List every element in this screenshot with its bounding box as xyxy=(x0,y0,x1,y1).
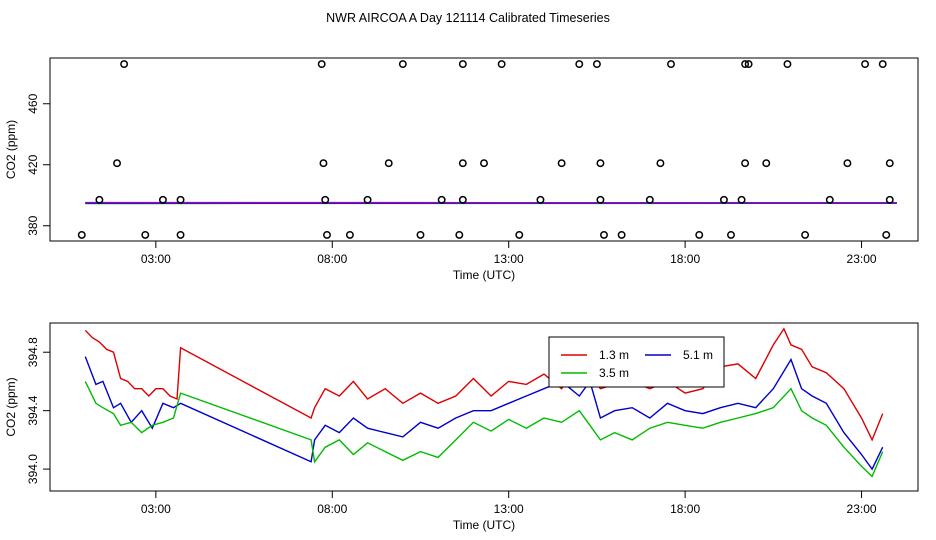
outlier-point xyxy=(861,60,870,69)
outlier-point xyxy=(783,60,792,69)
outlier-point xyxy=(727,230,735,239)
outlier-point xyxy=(617,230,626,239)
outlier-point xyxy=(158,195,167,204)
outlier-point xyxy=(600,230,608,239)
outlier-point xyxy=(437,195,446,204)
outlier-point xyxy=(323,230,331,239)
outlier-point xyxy=(480,159,488,168)
outlier-point xyxy=(95,195,104,204)
outlier-point xyxy=(319,159,328,168)
plot-frame xyxy=(49,57,919,242)
outlier-point xyxy=(825,195,834,204)
legend-box xyxy=(548,336,725,388)
outlier-point xyxy=(695,230,704,239)
y-tick-label: 380 xyxy=(26,215,40,235)
outlier-point xyxy=(176,230,185,239)
x-tick-label: 23:00 xyxy=(847,502,877,516)
outlier-point xyxy=(363,195,372,204)
y-axis-label: CO2 (ppm) xyxy=(4,377,18,436)
outlier-point xyxy=(885,159,894,168)
outlier-point xyxy=(878,60,887,69)
outlier-point xyxy=(737,195,746,204)
x-tick-label: 18:00 xyxy=(670,252,700,266)
x-tick-label: 03:00 xyxy=(141,502,171,516)
series-line-1-3-m xyxy=(84,327,884,442)
outlier-point xyxy=(77,230,86,239)
y-tick-label: 394.4 xyxy=(26,395,40,425)
legend-label: 1.3 m xyxy=(599,348,629,362)
outlier-point xyxy=(557,159,566,168)
legend-label: 5.1 m xyxy=(683,348,713,362)
legend: 1.3 m 5.1 m 3.5 m xyxy=(548,336,725,388)
outlier-point xyxy=(741,60,750,69)
outlier-point xyxy=(120,60,129,69)
outlier-point xyxy=(176,195,185,204)
x-tick-label: 18:00 xyxy=(670,502,700,516)
outlier-point xyxy=(744,60,753,69)
outlier-point xyxy=(113,159,121,168)
outlier-point xyxy=(656,159,665,168)
outlier-point xyxy=(321,195,330,204)
outlier-point xyxy=(416,230,425,239)
x-tick-label: 03:00 xyxy=(141,252,171,266)
outlier-point xyxy=(515,230,524,239)
outlier-point xyxy=(667,60,675,69)
panel-bottom-timeseries: 03:00 08:00 13:00 18:00 23:00 Time (UTC) 394.0… xyxy=(4,322,919,532)
outlier-point xyxy=(458,159,467,168)
series-line-3-5-m xyxy=(84,381,884,478)
x-axis-label: Time (UTC) xyxy=(453,518,515,532)
x-tick-label: 13:00 xyxy=(494,252,524,266)
page-title: NWR AIRCOA A Day 121114 Calibrated Times… xyxy=(326,11,610,25)
outlier-point xyxy=(458,195,467,204)
outlier-point xyxy=(801,230,810,239)
outlier-point xyxy=(455,230,464,239)
outlier-point xyxy=(719,195,728,204)
outlier-point xyxy=(596,195,605,204)
outlier-point xyxy=(536,195,545,204)
x-tick-label: 08:00 xyxy=(317,252,347,266)
x-axis-label: Time (UTC) xyxy=(453,268,515,282)
outlier-point xyxy=(497,60,506,69)
y-tick-label: 394.0 xyxy=(26,454,40,484)
outlier-point xyxy=(575,60,584,69)
outlier-point xyxy=(141,230,150,239)
y-tick-label: 460 xyxy=(26,93,40,113)
x-tick-label: 08:00 xyxy=(317,502,347,516)
outlier-point xyxy=(317,60,326,69)
outlier-point xyxy=(843,159,852,168)
x-tick-label: 23:00 xyxy=(847,252,877,266)
outlier-point xyxy=(885,195,894,204)
outlier-point xyxy=(384,159,393,168)
outlier-point xyxy=(458,60,467,69)
outlier-point xyxy=(762,159,771,168)
x-tick-label: 13:00 xyxy=(494,502,524,516)
outlier-point xyxy=(882,230,891,239)
series-line-5-1-m xyxy=(84,356,884,471)
y-tick-label: 394.8 xyxy=(26,337,40,367)
outlier-point xyxy=(592,60,601,69)
outlier-point xyxy=(345,230,354,239)
outlier-point xyxy=(645,195,654,204)
y-axis-label: CO2 (ppm) xyxy=(4,120,18,179)
panel-top-outliers: 03:00 08:00 13:00 18:00 23:00 Time (UTC) 380 42… xyxy=(4,57,919,282)
outlier-point xyxy=(741,159,750,168)
y-tick-label: 420 xyxy=(26,154,40,174)
legend-label: 3.5 m xyxy=(599,366,629,380)
outlier-point xyxy=(398,60,407,69)
plot-frame xyxy=(49,322,919,492)
outlier-point xyxy=(596,159,605,168)
